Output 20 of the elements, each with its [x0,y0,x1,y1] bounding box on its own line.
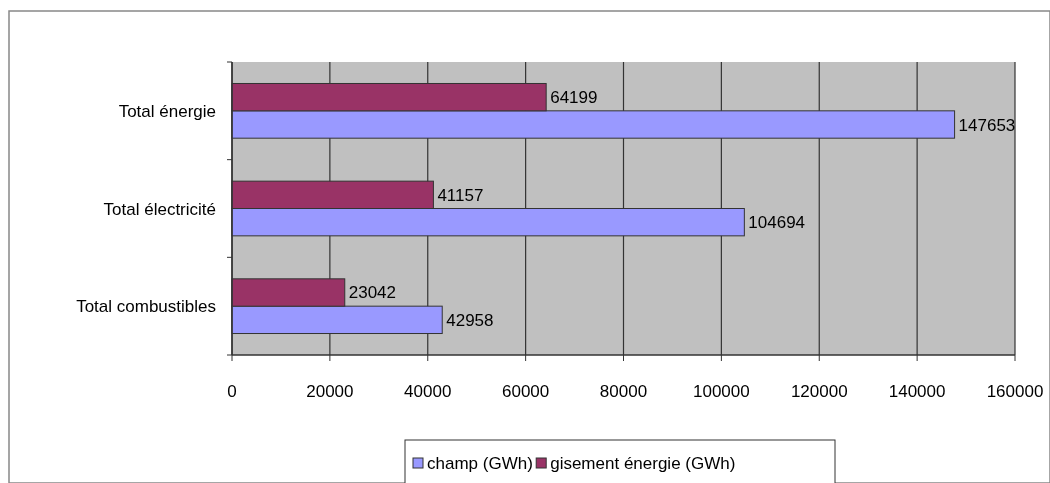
legend-label: champ (GWh) [427,454,533,473]
x-tick-label: 100000 [693,382,750,401]
x-tick-label: 140000 [888,382,946,401]
x-tick-label: 20000 [306,382,354,401]
y-tick-label: Total énergie [118,101,216,121]
legend-label: gisement énergie (GWh) [550,454,736,473]
data-label: 42958 [446,310,494,330]
x-tick-label: 80000 [599,382,648,401]
y-tick-label: Total combustibles [76,297,216,317]
x-tick-label: 120000 [790,382,848,401]
x-tick-label: 60000 [501,382,550,401]
data-label: 64199 [550,88,598,108]
y-tick-label: Total électricité [103,199,216,219]
data-label: 147653 [958,115,1016,135]
data-label: 41157 [437,185,484,205]
x-tick-label: 40000 [404,382,452,401]
data-label: 23042 [348,283,397,303]
x-tick-label: 0 [227,382,237,401]
x-tick-label: 160000 [986,382,1044,401]
data-label: 104694 [748,213,806,233]
